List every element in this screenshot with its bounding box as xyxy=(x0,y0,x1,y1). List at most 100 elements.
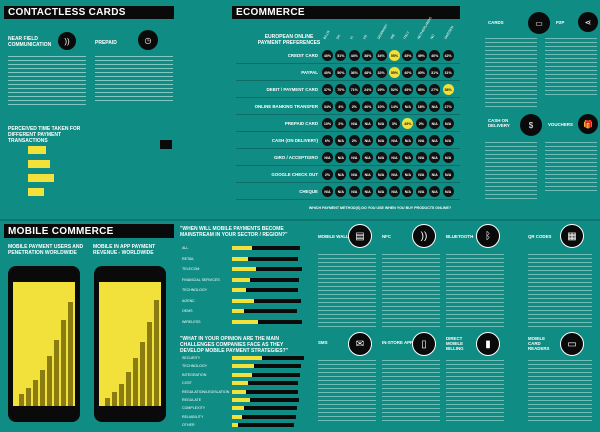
survey-bar-secondary xyxy=(262,356,304,360)
survey-bar xyxy=(232,288,246,292)
grid-cell: 38% xyxy=(362,50,374,61)
users-bar-8 xyxy=(68,302,73,406)
survey-row-label: COMPLEXITY xyxy=(182,406,206,411)
country-header: ITALY xyxy=(402,30,411,40)
row-rule xyxy=(236,114,460,115)
grid-cell: N/A xyxy=(442,118,454,129)
qr-icon: ▦ xyxy=(560,224,584,248)
direct-billing-title: DIRECT MOBILE BILLING xyxy=(446,336,464,351)
phone-revenue-screen xyxy=(99,282,161,406)
grid-cell: 34% xyxy=(322,101,333,112)
grid-cell: 71% xyxy=(348,84,360,95)
grid-cell: 2% xyxy=(415,118,427,129)
grid-cell: 46% xyxy=(362,101,374,112)
ecommerce-title: ECOMMERCE xyxy=(236,7,305,18)
ecommerce-header: ECOMMERCE xyxy=(232,6,460,19)
grid-cell: 48% xyxy=(362,67,374,78)
qr-codes-text xyxy=(528,254,592,330)
cards-text-block xyxy=(485,38,537,108)
cash-icon: $ xyxy=(520,114,542,136)
payment-method-label: CASH (ON DELIVERY) xyxy=(271,138,318,143)
grid-cell: N/A xyxy=(402,186,414,197)
survey-bar xyxy=(232,372,252,377)
survey-bar-secondary xyxy=(250,277,300,282)
payment-method-label: CHEQUE xyxy=(299,189,318,194)
country-header: SWEDEN xyxy=(443,25,455,40)
survey-row-label: TECHNOLOGY xyxy=(182,288,208,292)
survey-row-label: ALL xyxy=(182,246,189,250)
revenue-bar-4 xyxy=(126,372,131,406)
survey-row-label: SECURITY xyxy=(182,356,201,360)
grid-cell: N/A xyxy=(415,169,427,180)
grid-cell: 45% xyxy=(402,50,414,61)
bluetooth-title: BLUETOOTH xyxy=(446,234,474,239)
survey-bar-secondary xyxy=(244,406,297,411)
ecommerce-pref-title: EUROPEAN ONLINE PAYMENT PREFERENCES xyxy=(257,34,321,46)
payment-method-label: ONLINE BANKING TRANSFER xyxy=(254,104,318,109)
transaction-title: PERCEIVED TIME TAKEN FOR DIFFERENT PAYME… xyxy=(8,126,81,144)
survey-bar xyxy=(232,319,258,324)
row-rule xyxy=(236,63,460,64)
grid-cell: N/A xyxy=(322,152,333,163)
grid-cell: N/A xyxy=(375,135,387,146)
survey-row-label: REGULATE xyxy=(182,398,202,402)
grid-cell: N/A xyxy=(429,152,441,163)
contactless-title: CONTACTLESS CARDS xyxy=(8,7,126,18)
cards-title: CARDS xyxy=(488,20,504,25)
country-header: FI xyxy=(349,35,355,40)
grid-cell: N/A xyxy=(348,152,360,163)
survey-bar-secondary xyxy=(254,364,301,369)
grid-cell: 2% xyxy=(335,118,347,129)
grid-cell: N/A xyxy=(322,186,333,197)
revenue-bar-8 xyxy=(154,300,159,406)
cod-text-block xyxy=(485,142,537,202)
grid-cell: 37% xyxy=(322,84,333,95)
contactless-header: CONTACTLESS CARDS xyxy=(4,6,174,19)
mobile-wallet-text xyxy=(318,254,376,330)
grid-cell: 29% xyxy=(375,84,387,95)
grid-cell: 40% xyxy=(402,67,414,78)
revenue-bar-6 xyxy=(140,342,145,406)
survey-bar xyxy=(232,398,250,402)
grid-cell: N/A xyxy=(335,169,347,180)
grid-cell: 45% xyxy=(402,84,414,95)
grid-cell: N/A xyxy=(429,135,441,146)
grid-cell: 42% xyxy=(442,50,454,61)
grid-cell: 51% xyxy=(335,50,347,61)
users-bar-5 xyxy=(47,356,52,406)
survey-row-label: TELECOM xyxy=(182,267,200,271)
grid-cell: 40% xyxy=(322,50,333,61)
card-readers-title: MOBILE CARD READERS xyxy=(528,336,550,351)
vouchers-text-block xyxy=(545,142,597,192)
instore-apps-text xyxy=(382,360,440,424)
users-bar-4 xyxy=(40,370,45,406)
country-header: IRE xyxy=(389,33,396,40)
grid-cell: 10% xyxy=(375,101,387,112)
grid-cell: 40% xyxy=(415,67,427,78)
country-header: NO xyxy=(429,33,436,40)
mobile-revenue-title: MOBILE IN APP PAYMENT REVENUE - WORLDWID… xyxy=(93,244,156,256)
grid-cell: 24% xyxy=(362,84,374,95)
grid-cell: N/A xyxy=(335,186,347,197)
p2p-text-block xyxy=(545,38,597,98)
row-rule xyxy=(236,148,460,149)
survey-bar-secondary xyxy=(238,423,295,428)
revenue-bar-3 xyxy=(119,384,124,406)
grid-cell: 31% xyxy=(442,67,454,78)
prepaid-text-block xyxy=(95,56,173,102)
sms-title: SMS xyxy=(318,340,328,345)
phone-revenue xyxy=(94,266,166,422)
survey-bar xyxy=(232,356,262,360)
grid-cell: 3% xyxy=(389,118,400,129)
grid-cell: 58% xyxy=(442,84,454,95)
grid-cell: 27% xyxy=(429,84,441,95)
grid-cell: N/A xyxy=(415,152,427,163)
grid-cell: N/A xyxy=(415,186,427,197)
grid-cell: N/A xyxy=(429,169,441,180)
transaction-bar-3 xyxy=(28,174,54,182)
survey-bar xyxy=(232,267,256,271)
grid-cell: N/A xyxy=(389,169,400,180)
grid-cell: N/A xyxy=(402,152,414,163)
grid-cell: 70% xyxy=(335,84,347,95)
